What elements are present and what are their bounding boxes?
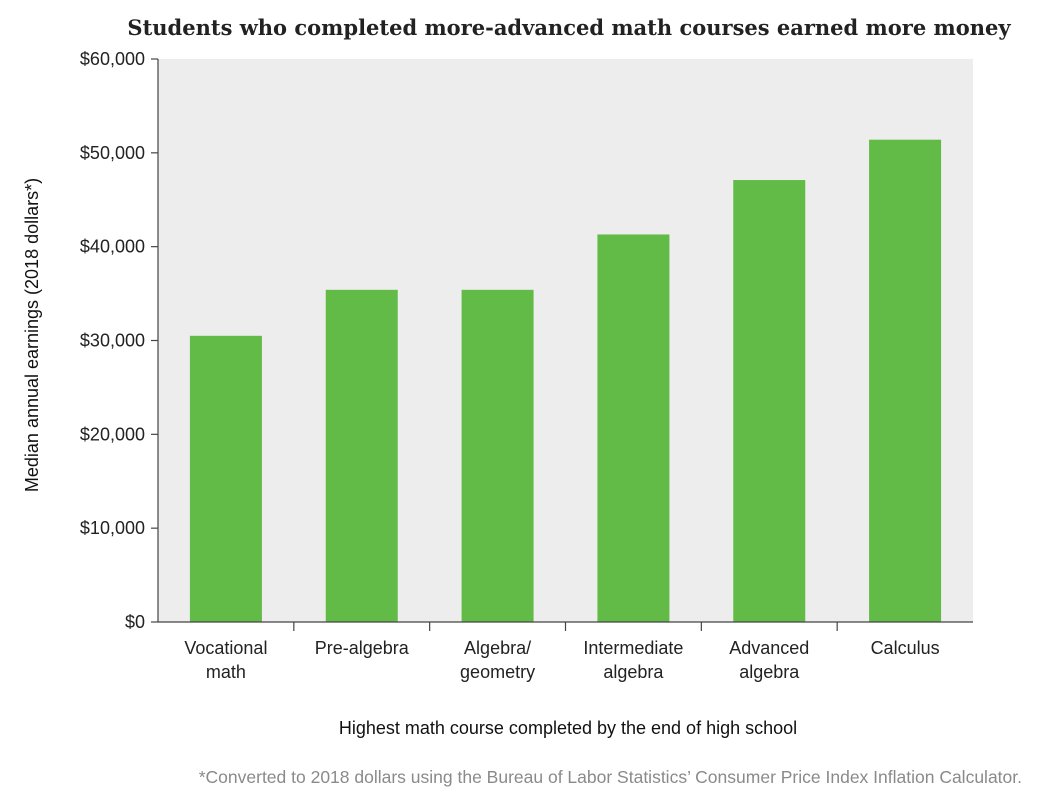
x-tick-label: Advanced algebra <box>729 638 809 682</box>
y-tick-label: $10,000 <box>80 518 145 538</box>
y-tick-label: $60,000 <box>80 49 145 69</box>
x-tick-label: Calculus <box>871 638 940 658</box>
x-axis-label: Highest math course completed by the end… <box>339 718 797 738</box>
footnote: *Converted to 2018 dollars using the Bur… <box>199 767 1022 787</box>
bar <box>597 234 670 623</box>
bar <box>733 180 806 623</box>
y-tick-label: $40,000 <box>80 237 145 257</box>
bar <box>189 335 262 622</box>
y-tick-label: $50,000 <box>80 143 145 163</box>
bar <box>325 289 398 622</box>
y-tick-label: $30,000 <box>80 331 145 351</box>
y-axis-label: Median annual earnings (2018 dollars*) <box>22 178 42 492</box>
x-tick-label: Algebra/geometry <box>460 638 535 682</box>
x-tick-label: Intermediate algebra <box>583 638 683 682</box>
x-tick-label: Pre-algebra <box>315 638 410 658</box>
plot-area <box>158 59 973 622</box>
y-tick-label: $20,000 <box>80 424 145 444</box>
x-tick-label: Vocational math <box>184 638 267 682</box>
bar <box>461 289 534 622</box>
chart-title: Students who completed more-advanced mat… <box>127 15 1011 40</box>
y-tick-label: $0 <box>125 612 145 632</box>
bar <box>869 139 942 623</box>
